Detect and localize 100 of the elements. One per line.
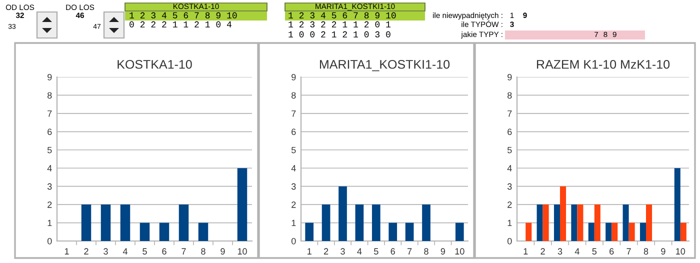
bar — [338, 186, 347, 241]
x-tick-label: 3 — [104, 248, 108, 255]
bar — [542, 204, 549, 241]
bar — [606, 222, 612, 241]
bar — [571, 204, 578, 241]
x-tick-label: 5 — [374, 248, 378, 255]
x-tick-label: 9 — [440, 248, 446, 255]
y-tick-label: 5 — [507, 146, 512, 154]
x-tick-label: 4 — [574, 248, 580, 254]
x-tick-label: 1 — [64, 248, 69, 254]
bar — [680, 222, 686, 241]
bar — [622, 204, 629, 241]
chart-title: RAZEM K1-10 MzK1-10 — [536, 60, 670, 69]
x-tick-label: 10 — [238, 248, 247, 255]
bar — [594, 204, 600, 241]
x-tick-label: 4 — [357, 248, 362, 254]
text: 0 2 2 2 1 1 2 1 0 4 — [130, 21, 232, 28]
y-tick-label: 8 — [48, 92, 52, 99]
bar — [198, 222, 208, 241]
y-tick-label: 1 — [508, 220, 512, 226]
text: 1 2 3 4 5 6 7 8 9 10 — [130, 12, 237, 18]
x-tick-label: 6 — [390, 248, 395, 255]
x-tick-label: 1 — [308, 248, 312, 254]
y-tick-label: 7 — [508, 110, 512, 117]
x-tick-label: 3 — [558, 248, 562, 255]
bar — [100, 204, 111, 241]
bar — [405, 222, 414, 241]
bar — [640, 222, 646, 241]
bar — [646, 204, 652, 241]
y-tick-label: 8 — [292, 92, 296, 99]
x-tick-label: 7 — [626, 248, 631, 254]
bar — [526, 222, 532, 241]
y-tick-label: 3 — [507, 183, 512, 190]
y-tick-label: 5 — [47, 146, 52, 154]
x-tick-label: 6 — [610, 248, 614, 255]
x-tick-label: 10 — [676, 248, 686, 255]
y-tick-label: 7 — [292, 110, 296, 117]
y-tick-label: 6 — [48, 128, 52, 136]
bar — [674, 168, 680, 241]
x-tick-label: 8 — [201, 248, 206, 255]
y-tick-label: 9 — [508, 74, 512, 80]
y-tick-label: 9 — [292, 74, 296, 80]
y-tick-label: 2 — [292, 202, 296, 208]
y-tick-label: 9 — [48, 74, 52, 80]
bar — [554, 204, 560, 241]
y-tick-label: 4 — [507, 165, 512, 172]
bar — [560, 186, 566, 241]
bar — [455, 222, 464, 241]
y-tick-label: 6 — [292, 128, 296, 136]
y-tick-label: 0 — [291, 238, 296, 244]
bar — [81, 204, 92, 241]
y-tick-label: 0 — [507, 238, 512, 244]
x-tick-label: 1 — [524, 248, 528, 254]
bar — [178, 204, 189, 241]
bar — [628, 222, 635, 241]
bar — [372, 204, 380, 241]
x-tick-label: 7 — [408, 248, 412, 254]
text: 1 2 3 2 2 1 1 2 0 1 — [288, 21, 390, 28]
bar — [612, 222, 618, 241]
x-tick-label: 5 — [592, 248, 597, 255]
x-tick-label: 2 — [84, 248, 88, 254]
y-tick-label: 2 — [48, 202, 52, 208]
bar — [159, 222, 170, 241]
x-tick-label: 8 — [644, 248, 648, 255]
bar — [140, 222, 150, 241]
x-tick-label: 7 — [182, 248, 186, 254]
x-tick-label: 3 — [340, 248, 345, 255]
y-tick-label: 3 — [291, 183, 296, 190]
y-tick-label: 7 — [48, 110, 52, 117]
y-tick-label: 8 — [508, 92, 512, 99]
x-tick-label: 2 — [540, 248, 545, 254]
text: 1 2 3 4 5 6 7 8 9 10 — [288, 12, 396, 18]
chart-title: KOSTKA1-10 — [118, 60, 192, 69]
bar — [355, 204, 364, 241]
x-tick-label: 6 — [162, 248, 166, 255]
x-tick-label: 9 — [220, 248, 225, 255]
x-tick-label: 2 — [324, 248, 328, 254]
bar — [322, 204, 330, 241]
y-tick-label: 1 — [48, 220, 52, 226]
chart-title: MARITA1_KOSTKI1-10 — [320, 60, 450, 72]
y-tick-label: 2 — [508, 202, 512, 208]
bar — [422, 204, 430, 241]
x-tick-label: 4 — [122, 248, 128, 254]
x-tick-label: 8 — [424, 248, 428, 255]
bar — [388, 222, 398, 241]
bar — [536, 204, 543, 241]
bar — [588, 222, 594, 241]
bar — [237, 168, 248, 241]
y-tick-label: 1 — [292, 220, 296, 226]
text: 1 0 0 2 1 2 1 0 3 0 — [288, 31, 390, 38]
bar — [120, 204, 130, 241]
y-tick-label: 3 — [47, 183, 52, 190]
y-tick-label: 0 — [47, 238, 52, 244]
y-tick-label: 4 — [47, 165, 52, 172]
bar — [305, 222, 314, 241]
x-tick-label: 10 — [455, 248, 464, 255]
x-tick-label: 5 — [142, 248, 147, 255]
bar — [577, 204, 584, 241]
x-tick-label: 9 — [661, 248, 666, 255]
y-tick-label: 4 — [291, 165, 296, 172]
